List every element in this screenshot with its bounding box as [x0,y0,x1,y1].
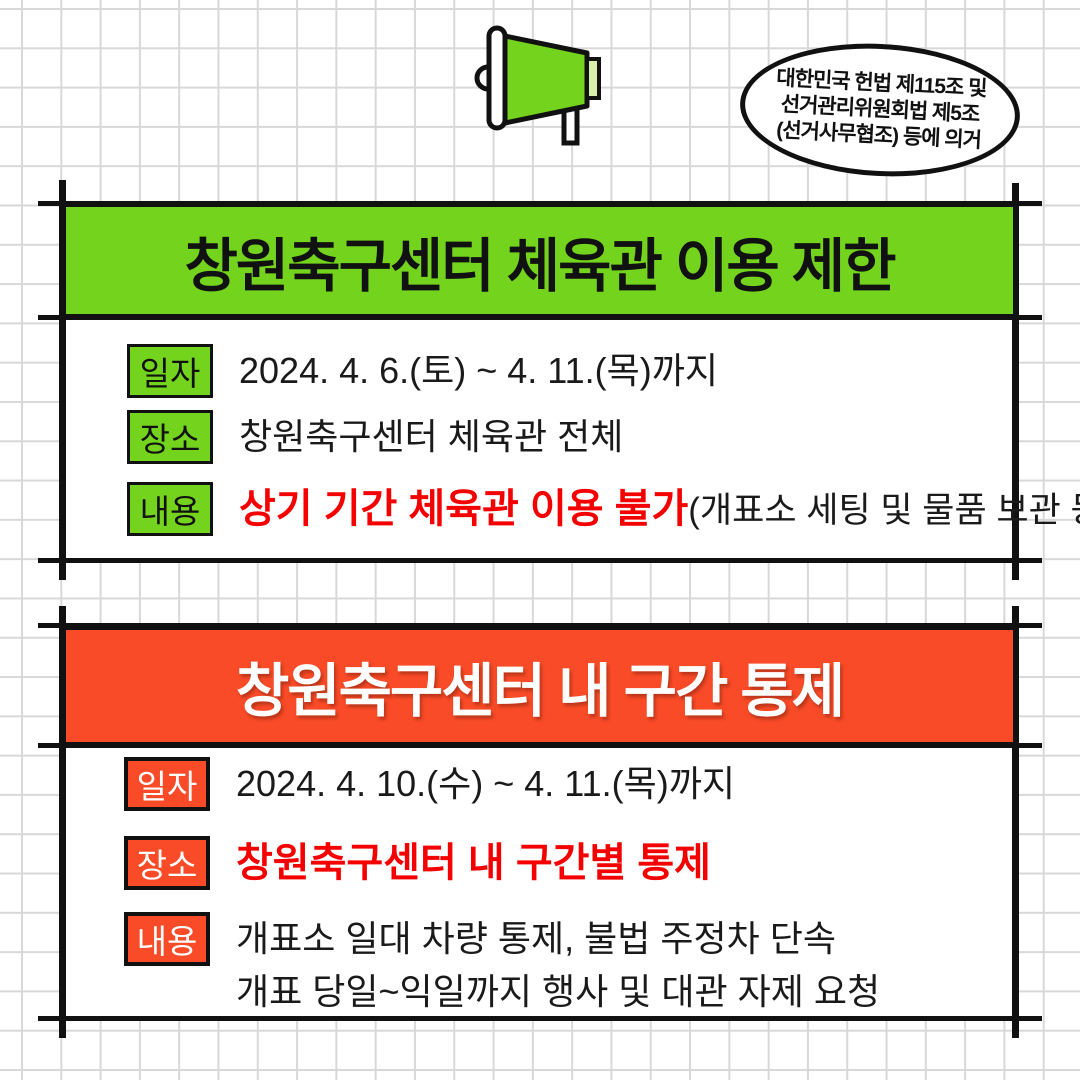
megaphone-icon [474,25,601,146]
place-label-badge: 장소 [124,836,210,890]
section1-row-content: 내용 상기 기간 체육관 이용 불가(개표소 세팅 및 물품 보관 등) [127,482,1080,538]
date-label-badge: 일자 [127,344,213,398]
date-value: 2024. 4. 10.(수) ~ 4. 11.(목)까지 [236,763,736,804]
section2-row-content: 내용 개표소 일대 차량 통제, 불법 주정차 단속 개표 당일~익일까지 행사… [124,912,880,1018]
legal-note-bubble: 대한민국 헌법 제115조 및 선거관리위원회법 제5조 (선거사무협조) 등에… [736,36,1024,184]
section1-row-place: 장소 창원축구센터 체육관 전체 [127,410,623,464]
section2-title: 창원축구센터 내 구간 통제 [235,659,845,724]
section2-top-line [38,623,1042,628]
section2-row-date: 일자 2024. 4. 10.(수) ~ 4. 11.(목)까지 [124,757,735,811]
legal-note-text: 대한민국 헌법 제115조 및 선거관리위원회법 제5조 (선거사무협조) 등에… [773,66,987,155]
section1-banner: 창원축구센터 체육관 이용 제한 [62,203,1017,318]
section2-bottom-line [38,1016,1042,1021]
section1-bottom-line [38,558,1042,563]
section1-left-line [59,180,66,580]
section1-row-date: 일자 2024. 4. 6.(토) ~ 4. 11.(목)까지 [127,344,718,398]
section1-title: 창원축구센터 체육관 이용 제한 [184,233,896,299]
place-highlight: 창원축구센터 내 구간별 통제 [236,841,711,885]
content-note: (개표소 세팅 및 물품 보관 등) [688,491,1080,530]
content-highlight: 상기 기간 체육관 이용 불가 [239,487,689,531]
date-label-badge: 일자 [124,757,210,811]
section2-row-place: 장소 창원축구센터 내 구간별 통제 [124,836,711,890]
place-label-badge: 장소 [127,410,213,464]
section1-right-line [1012,183,1019,580]
content-label-badge: 내용 [124,912,210,966]
date-value: 2024. 4. 6.(토) ~ 4. 11.(목)까지 [239,350,718,391]
content-line-2: 개표 당일~익일까지 행사 및 대관 자제 요청 [236,971,881,1012]
content-value: 상기 기간 체육관 이용 불가(개표소 세팅 및 물품 보관 등) [239,482,1080,538]
section2-right-line [1012,606,1019,1038]
content-value: 개표소 일대 차량 통제, 불법 주정차 단속 개표 당일~익일까지 행사 및 … [236,912,880,1018]
section2-banner: 창원축구센터 내 구간 통제 [62,626,1017,746]
content-line-1: 개표소 일대 차량 통제, 불법 주정차 단속 [236,918,836,959]
section2-left-line [59,606,66,1038]
content-label-badge: 내용 [127,482,213,536]
place-value: 창원축구센터 체육관 전체 [239,416,624,457]
